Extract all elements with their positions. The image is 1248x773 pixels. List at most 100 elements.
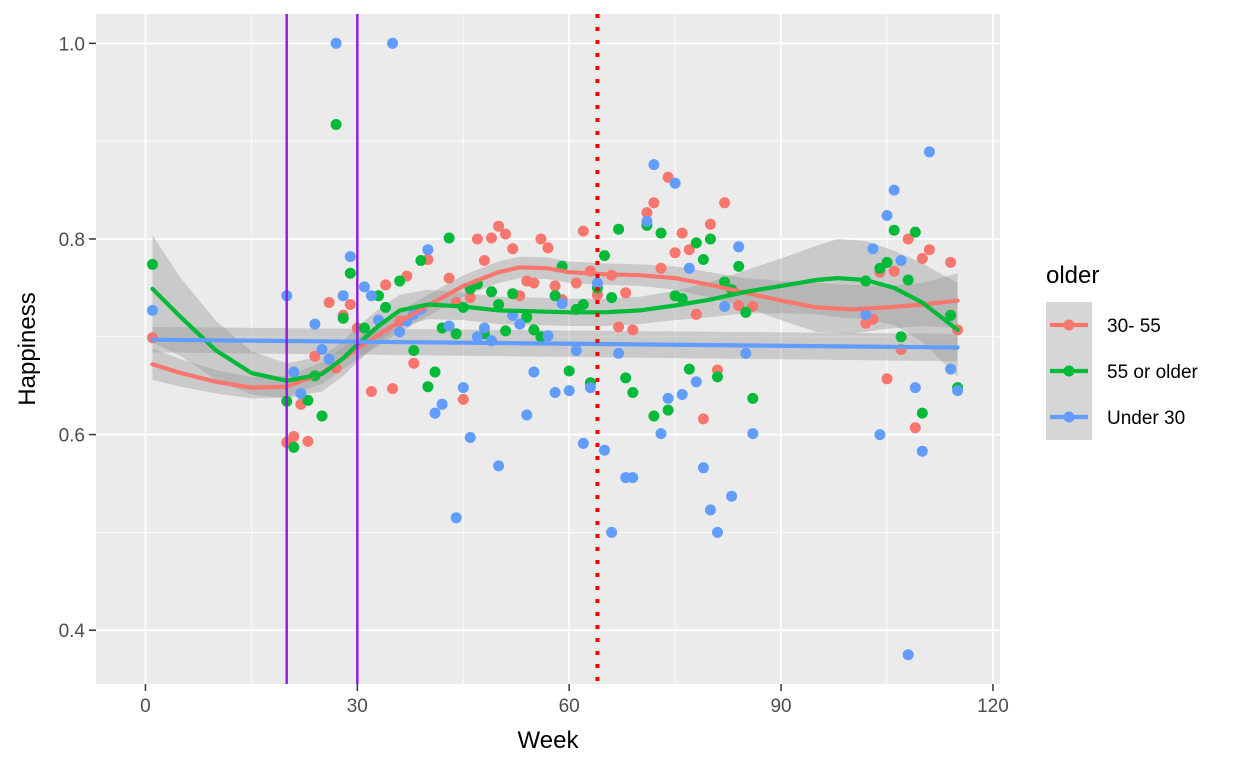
data-point [486, 232, 497, 244]
data-point [860, 308, 872, 320]
legend-key-point [1063, 411, 1075, 423]
data-point [719, 301, 731, 312]
data-point [909, 422, 921, 434]
legend-label: 30- 55 [1107, 316, 1161, 337]
data-point [747, 392, 759, 404]
x-tick-label: 0 [140, 696, 151, 717]
data-point [909, 382, 921, 394]
data-point [288, 366, 300, 378]
smooth-line [150, 276, 960, 383]
data-point [507, 243, 519, 255]
data-point [902, 274, 914, 286]
data-point [888, 184, 900, 196]
data-point [330, 37, 342, 49]
legend-key-point [1063, 365, 1075, 377]
data-point [923, 146, 935, 158]
data-point [676, 389, 688, 400]
data-point [337, 312, 349, 324]
data-point [895, 331, 907, 343]
data-point [690, 376, 702, 388]
axes: 0 30 60 90 120 0.4 0.6 0.8 1.0 [59, 34, 1009, 717]
data-point [563, 365, 575, 377]
data-point [471, 233, 483, 245]
data-point [648, 159, 660, 171]
data-point [337, 290, 349, 302]
data-point [570, 345, 582, 356]
y-tick-label: 0.8 [59, 230, 85, 251]
data-point [733, 300, 745, 311]
data-point [344, 251, 356, 263]
plot-panel [96, 14, 1000, 684]
data-point [627, 387, 639, 398]
data-point [493, 220, 505, 232]
y-tick-label: 1.0 [59, 34, 85, 55]
data-point [288, 431, 300, 442]
data-point [888, 224, 900, 236]
data-point [309, 318, 321, 330]
data-point [302, 435, 314, 447]
data-point [719, 276, 731, 288]
data-point [648, 410, 660, 422]
legend-label: 55 or older [1107, 362, 1199, 383]
data-point [740, 306, 752, 318]
data-point [704, 218, 716, 230]
data-point [316, 410, 328, 422]
y-tick-label: 0.4 [59, 621, 86, 642]
data-point [641, 207, 653, 219]
data-point [471, 331, 483, 343]
data-point [507, 288, 519, 300]
data-point [874, 429, 886, 441]
data-point [443, 232, 455, 244]
data-point [358, 322, 370, 334]
data-point [655, 428, 667, 440]
data-point [323, 353, 335, 365]
data-point [613, 347, 625, 359]
data-point [147, 304, 158, 316]
legend: older 30- 55 55 or older Under 30 [1046, 262, 1199, 440]
data-point [309, 350, 321, 362]
data-point [563, 385, 575, 397]
data-point [486, 286, 497, 298]
data-point [916, 253, 928, 264]
data-point [620, 372, 632, 384]
data-point [542, 330, 554, 342]
data-point [521, 311, 533, 323]
data-point [620, 287, 632, 299]
data-point [923, 244, 935, 256]
data-point [443, 320, 455, 332]
data-point [676, 293, 688, 305]
data-point [909, 226, 921, 238]
data-point [690, 308, 702, 320]
data-point [478, 322, 490, 334]
y-tick-label: 0.6 [59, 426, 85, 447]
data-point [478, 255, 490, 266]
data-point [549, 290, 561, 302]
x-tick-label: 90 [770, 696, 791, 717]
data-point [704, 504, 716, 516]
data-point [719, 197, 731, 209]
data-point [330, 119, 342, 130]
data-point [422, 381, 434, 393]
data-point [521, 409, 533, 421]
data-point [669, 247, 681, 259]
data-point [726, 490, 738, 502]
data-point [669, 177, 681, 189]
data-point [464, 432, 476, 443]
data-point [436, 398, 448, 410]
data-point [549, 280, 561, 292]
data-point [493, 460, 505, 472]
data-point [888, 265, 900, 277]
data-point [697, 413, 709, 425]
data-point [697, 462, 709, 474]
data-point [387, 37, 399, 49]
data-point [584, 382, 596, 394]
data-point [952, 385, 964, 397]
data-point [627, 472, 639, 484]
data-point [740, 347, 752, 359]
data-point [450, 328, 462, 340]
data-point [945, 309, 957, 321]
data-point [528, 277, 540, 289]
data-point [599, 444, 610, 456]
data-point [147, 258, 158, 270]
